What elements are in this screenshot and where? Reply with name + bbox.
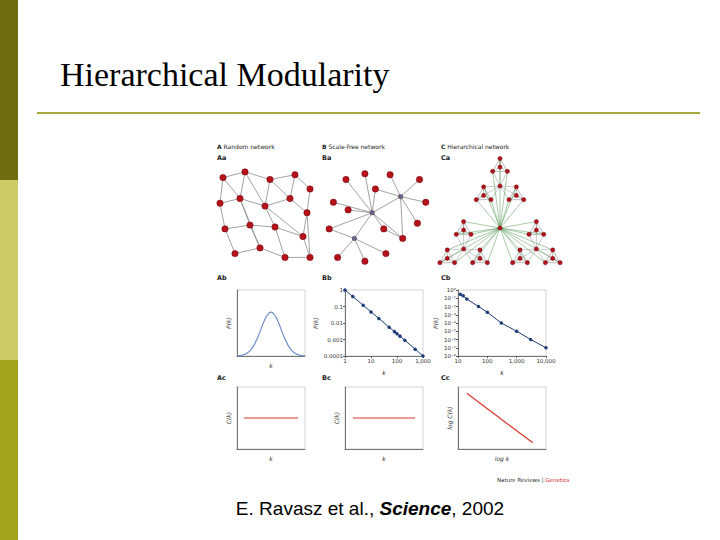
svg-text:10: 10 [368, 358, 375, 364]
svg-text:P(k): P(k) [225, 317, 232, 329]
html-text:Aa: Aa [217, 154, 227, 162]
svg-text:10⁻³: 10⁻³ [444, 312, 456, 318]
svg-text:10: 10 [455, 358, 462, 364]
html-text:A Random network: A Random network [217, 143, 275, 150]
svg-text:10⁰: 10⁰ [447, 287, 457, 293]
svg-text:0.1: 0.1 [334, 304, 343, 310]
svg-text:log C(k): log C(k) [446, 406, 454, 429]
html-text:Bb: Bb [322, 274, 332, 282]
svg-text:k: k [500, 369, 504, 376]
html-text:Ca: Ca [441, 154, 451, 162]
svg-text:1: 1 [340, 287, 344, 293]
svg-text:0.01: 0.01 [331, 320, 343, 326]
svg-text:100: 100 [392, 358, 403, 364]
html-text:Hierarchical Modularity: Hierarchical Modularity [60, 56, 390, 93]
html-text:Nature Reviews | Genetics: Nature Reviews | Genetics [497, 477, 570, 483]
svg-text:P(k): P(k) [312, 317, 319, 329]
svg-text:log k: log k [495, 455, 510, 463]
svg-text:10⁻⁸: 10⁻⁸ [443, 353, 456, 359]
svg-text:10⁻¹: 10⁻¹ [444, 295, 456, 301]
html-text:Cc: Cc [441, 374, 450, 382]
svg-text:10⁻⁶: 10⁻⁶ [444, 337, 457, 343]
html-text:Ba: Ba [322, 154, 332, 162]
svg-text:k: k [382, 455, 386, 462]
svg-text:100: 100 [482, 358, 493, 364]
svg-text:k: k [269, 362, 273, 369]
svg-text:10⁻⁴: 10⁻⁴ [444, 320, 457, 326]
html-text:Cb: Cb [441, 274, 451, 282]
svg-text:0.001: 0.001 [327, 337, 343, 343]
svg-text:1,000: 1,000 [509, 358, 525, 364]
svg-text:P(k): P(k) [432, 317, 439, 329]
html-text:B Scale-free network: B Scale-free network [322, 143, 385, 150]
svg-text:1: 1 [343, 358, 347, 364]
svg-text:10⁻⁷: 10⁻⁷ [444, 345, 456, 351]
svg-text:10⁻⁵: 10⁻⁵ [444, 328, 456, 334]
svg-text:C(k): C(k) [333, 412, 340, 424]
svg-text:10⁻²: 10⁻² [444, 304, 456, 310]
svg-text:k: k [382, 369, 386, 376]
svg-text:k: k [269, 455, 273, 462]
html-text:Ab: Ab [217, 274, 227, 282]
html-text:C Hierarchical network: C Hierarchical network [441, 143, 510, 150]
svg-text:C(k): C(k) [225, 412, 232, 424]
html-text:E. Ravasz et al., Science, 200: E. Ravasz et al., Science, 2002 [235, 498, 505, 519]
svg-text:1,000: 1,000 [415, 358, 431, 364]
svg-text:0.0001: 0.0001 [324, 353, 343, 359]
svg-text:10,000: 10,000 [536, 358, 556, 364]
html-text:Ac: Ac [217, 374, 226, 382]
html-text:Bc: Bc [322, 374, 331, 382]
